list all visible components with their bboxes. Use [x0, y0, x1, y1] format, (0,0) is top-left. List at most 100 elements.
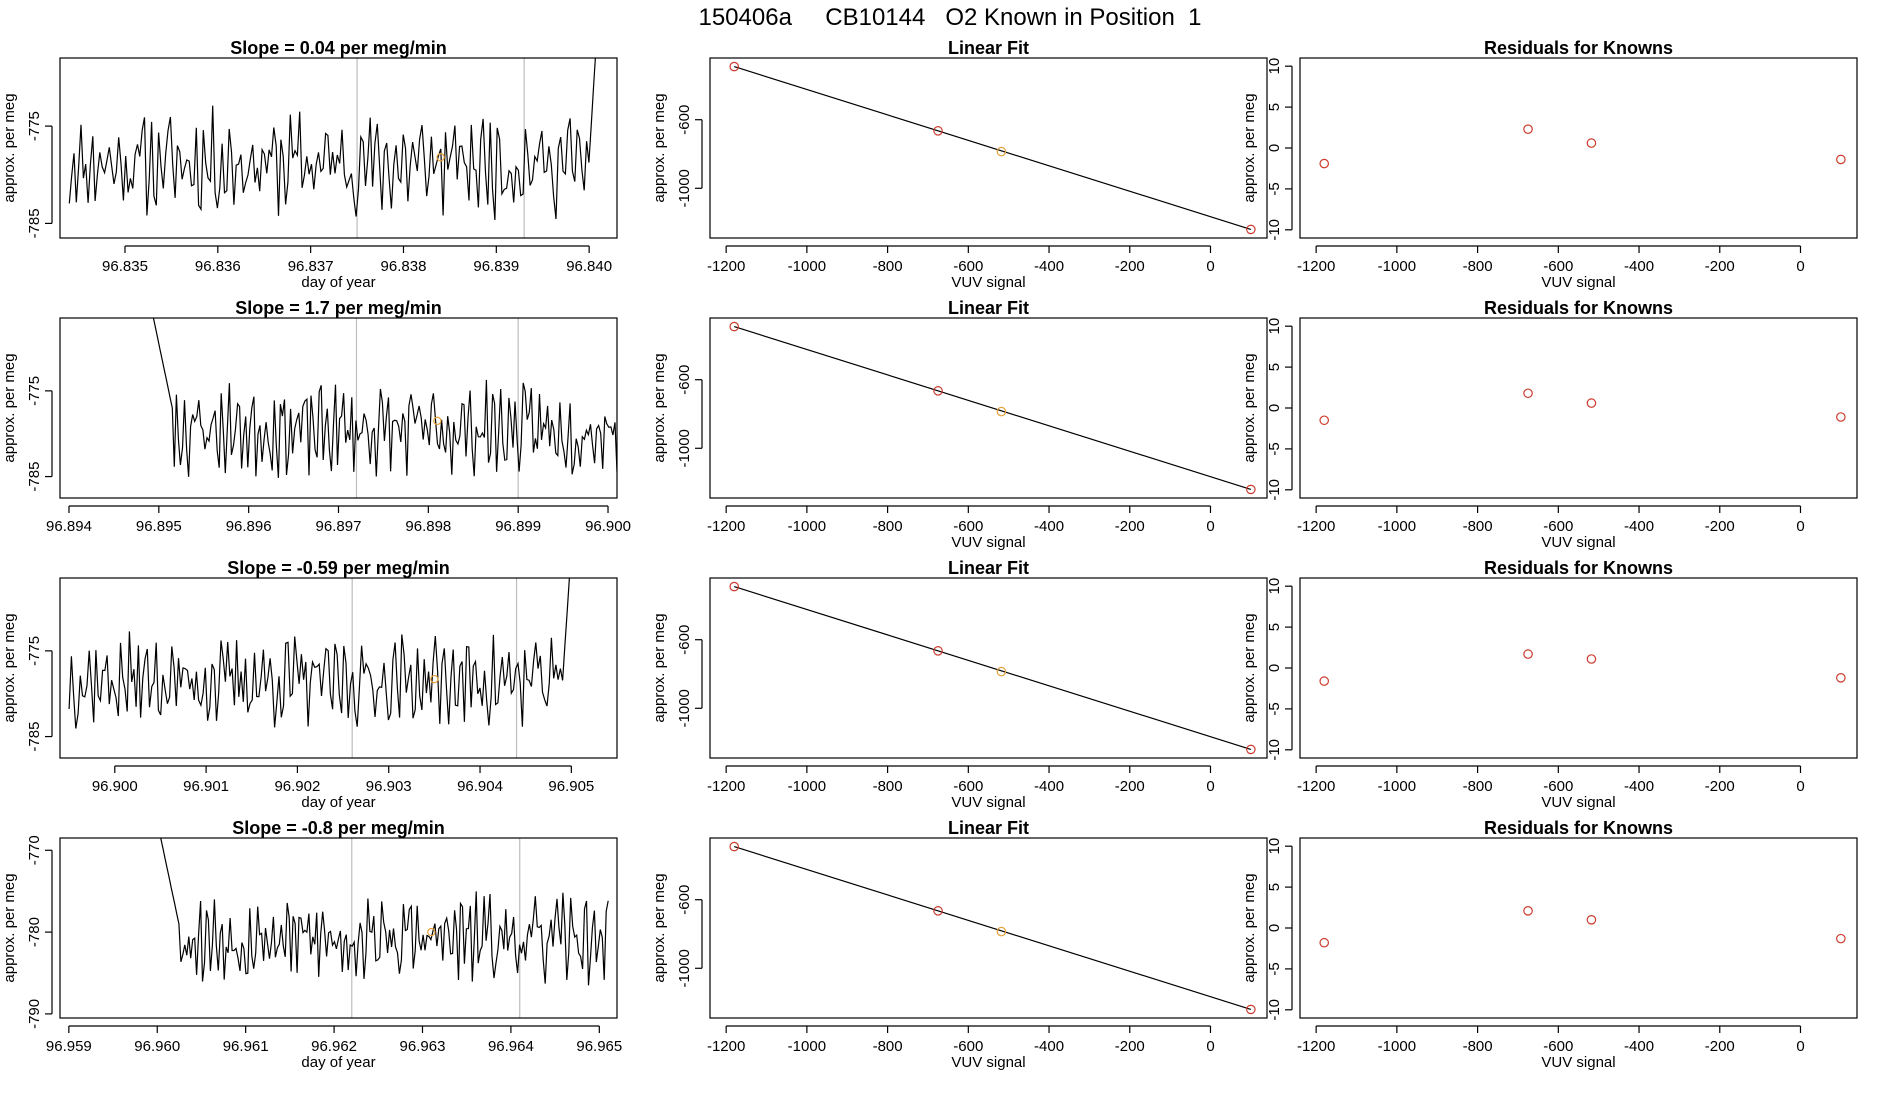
x-tick-label: -600: [953, 1038, 983, 1055]
panel-residuals-0: Residuals for Knowns-1200 -1000 -800 -600 -4…: [1241, 38, 1857, 291]
y-tick-label: -5: [1266, 182, 1283, 195]
plot-area: [69, 0, 607, 238]
data-point: [1247, 225, 1255, 233]
x-tick-label: 96.836: [195, 258, 241, 275]
x-tick-label: -1200: [1297, 778, 1335, 795]
panel-time_series-3: Slope = -0.8 per meg/min96.959 96.960 96.9…: [1, 818, 622, 1071]
panel-linear_fit-2: Linear Fit -1200 -1000 -800 -600 -400 -200 0 VUV…: [651, 558, 1267, 811]
x-tick-label: -1000: [788, 518, 826, 535]
data-point: [1320, 939, 1328, 947]
x-axis-label: VUV signal: [951, 274, 1025, 291]
y-tick-label: -785: [26, 462, 43, 492]
y-tick-label: -1000: [676, 689, 693, 727]
plot-area: [157, 822, 608, 1018]
x-axis-label: VUV signal: [951, 534, 1025, 551]
y-tick-label: -770: [26, 835, 43, 865]
y-tick-label: 0: [1266, 924, 1283, 932]
panel-linear_fit-1: Linear Fit -1200 -1000 -800 -600 -400 -200 0 VUV…: [651, 298, 1267, 551]
x-tick-label: -1200: [707, 1038, 745, 1055]
y-tick-label: 0: [1266, 144, 1283, 152]
x-tick-label: 96.840: [566, 258, 612, 275]
x-tick-label: -1000: [788, 258, 826, 275]
x-tick-label: 96.962: [311, 1038, 357, 1055]
plot-area: [730, 62, 1255, 233]
x-tick-label: -1000: [1378, 518, 1416, 535]
x-axis-label: VUV signal: [951, 1054, 1025, 1071]
x-tick-label: -800: [873, 778, 903, 795]
y-axis-label: approx. per meg: [1241, 873, 1258, 982]
y-tick-label: -785: [26, 722, 43, 752]
series-line: [69, 0, 607, 220]
y-tick-label: -780: [26, 917, 43, 947]
y-tick-label: -775: [26, 376, 43, 406]
plot-frame: [60, 58, 617, 238]
x-tick-label: -600: [953, 518, 983, 535]
data-point: [1524, 650, 1532, 658]
x-tick-label: 96.901: [183, 778, 229, 795]
known-marker: [428, 928, 435, 935]
series-line: [157, 822, 608, 986]
panel-time_series-0: Slope = 0.04 per meg/min 96.835 96.836 96.8…: [1, 0, 617, 291]
data-point: [1320, 677, 1328, 685]
panel-title: Residuals for Knowns: [1484, 38, 1673, 58]
y-tick-label: -1000: [676, 949, 693, 987]
x-tick-label: 0: [1206, 1038, 1214, 1055]
panel-title: Residuals for Knowns: [1484, 298, 1673, 318]
y-tick-label: -600: [676, 365, 693, 395]
x-tick-label: -1000: [1378, 258, 1416, 275]
x-tick-label: -200: [1705, 1038, 1735, 1055]
x-tick-label: -600: [953, 778, 983, 795]
x-tick-label: -800: [873, 518, 903, 535]
x-tick-label: -200: [1115, 258, 1145, 275]
data-point: [1837, 155, 1845, 163]
x-tick-label: -600: [953, 258, 983, 275]
x-tick-label: 0: [1206, 778, 1214, 795]
data-point: [1587, 916, 1595, 924]
data-point: [1247, 485, 1255, 493]
plot-frame: [60, 838, 617, 1018]
x-tick-label: 96.905: [548, 778, 594, 795]
x-tick-label: 96.965: [576, 1038, 622, 1055]
plot-frame: [1300, 318, 1857, 498]
x-tick-label: -200: [1115, 1038, 1145, 1055]
y-tick-label: 5: [1266, 103, 1283, 111]
y-tick-label: 5: [1266, 623, 1283, 631]
y-tick-label: -5: [1266, 702, 1283, 715]
y-axis-label: approx. per meg: [1241, 93, 1258, 202]
x-tick-label: 0: [1206, 518, 1214, 535]
x-tick-label: -400: [1624, 258, 1654, 275]
panel-title: Linear Fit: [948, 558, 1029, 578]
x-tick-label: -800: [1463, 258, 1493, 275]
x-tick-label: -800: [1463, 518, 1493, 535]
y-tick-label: 5: [1266, 883, 1283, 891]
data-point: [1247, 1005, 1255, 1013]
x-tick-label: 96.963: [400, 1038, 446, 1055]
x-axis-label: day of year: [301, 1054, 375, 1071]
y-tick-label: 10: [1266, 838, 1283, 855]
x-tick-label: 96.837: [288, 258, 334, 275]
y-tick-label: -5: [1266, 962, 1283, 975]
y-tick-label: 0: [1266, 664, 1283, 672]
x-axis-label: VUV signal: [1541, 534, 1615, 551]
x-tick-label: 96.959: [46, 1038, 92, 1055]
data-point: [1524, 125, 1532, 133]
data-point: [1247, 745, 1255, 753]
x-tick-label: -200: [1705, 518, 1735, 535]
fit-line: [734, 847, 1251, 1010]
y-axis-label: approx. per meg: [1241, 613, 1258, 722]
plot-frame: [60, 318, 617, 498]
y-tick-label: 10: [1266, 58, 1283, 75]
x-tick-label: -1200: [1297, 518, 1335, 535]
x-tick-label: -200: [1115, 778, 1145, 795]
x-tick-label: -200: [1705, 258, 1735, 275]
plot-area: [730, 582, 1255, 753]
panel-residuals-3: Residuals for Knowns-1200 -1000 -800 -600 -4…: [1241, 818, 1857, 1071]
plot-area: [730, 322, 1255, 493]
x-tick-label: 96.894: [46, 518, 92, 535]
plot-area: [1320, 650, 1845, 685]
x-tick-label: -1200: [1297, 258, 1335, 275]
y-tick-label: -10: [1266, 479, 1283, 501]
x-tick-label: 96.964: [488, 1038, 534, 1055]
fit-line: [734, 327, 1251, 490]
data-point: [1524, 907, 1532, 915]
